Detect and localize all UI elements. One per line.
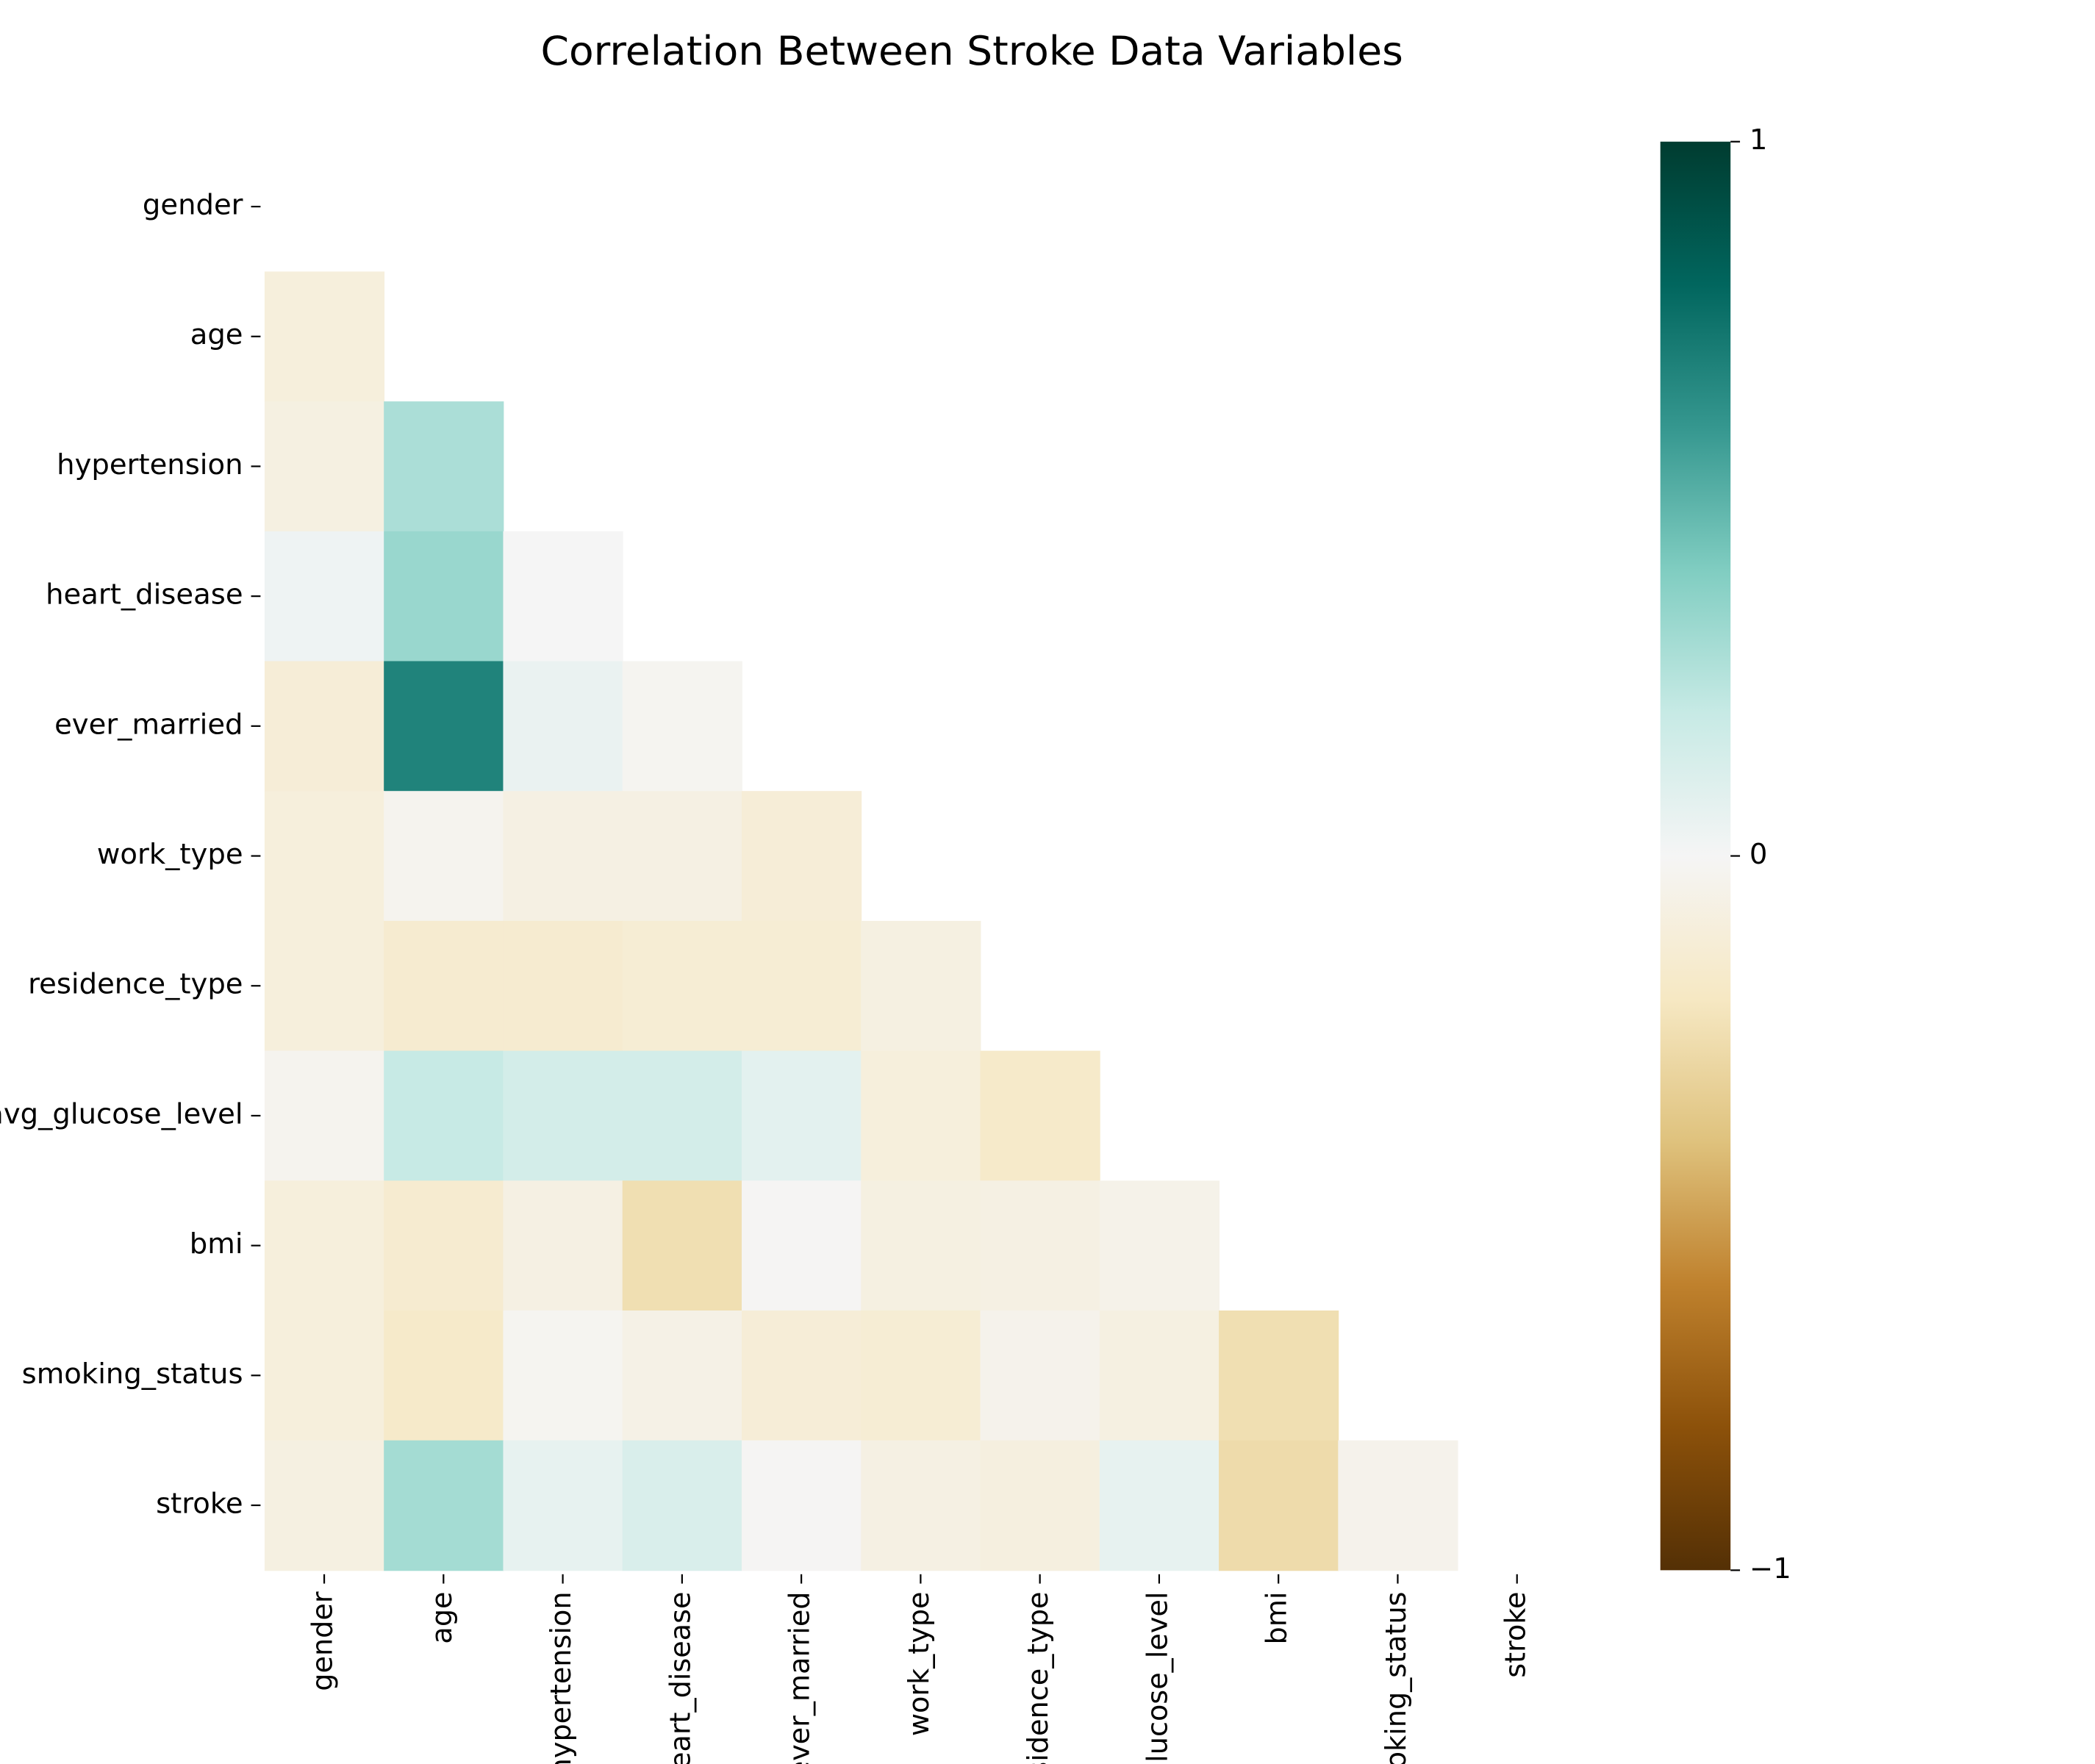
- heatmap-cell: [264, 1180, 385, 1311]
- y-tick-label: stroke: [156, 1488, 243, 1521]
- heatmap-cell: [861, 1310, 981, 1441]
- x-tick-label: stroke: [1499, 1591, 1532, 1677]
- heatmap-cell: [1099, 1180, 1220, 1311]
- heatmap-cell: [384, 1050, 504, 1182]
- heatmap-cell: [503, 1440, 623, 1571]
- heatmap-cell: [622, 1310, 742, 1441]
- heatmap-cell: [264, 1310, 385, 1441]
- heatmap-cell: [741, 791, 862, 922]
- heatmap-cell: [503, 1050, 623, 1182]
- x-tick-label: age: [426, 1591, 459, 1643]
- heatmap-cell: [264, 531, 385, 662]
- x-tick-label: heart_disease: [664, 1591, 697, 1764]
- heatmap-cell: [622, 1050, 742, 1182]
- x-tick-label: ever_married: [783, 1591, 816, 1764]
- y-tick-label: residence_type: [28, 968, 243, 1001]
- heatmap-cell: [384, 401, 504, 532]
- heatmap-cell: [980, 1050, 1100, 1182]
- heatmap-cell: [503, 1180, 623, 1311]
- heatmap-cell: [622, 661, 742, 792]
- heatmap-cell: [264, 920, 385, 1052]
- heatmap-cell: [1099, 1310, 1220, 1441]
- heatmap-cell: [1338, 1440, 1458, 1571]
- colorbar-tick-label: 0: [1750, 838, 1768, 871]
- y-tick-label: ever_married: [54, 708, 243, 741]
- heatmap-cell: [503, 1310, 623, 1441]
- heatmap-cell: [980, 1180, 1100, 1311]
- heatmap-cell: [503, 661, 623, 792]
- heatmap-cell: [384, 791, 504, 922]
- heatmap-cell: [741, 1050, 862, 1182]
- colorbar-tick-label: −1: [1750, 1552, 1791, 1585]
- heatmap-cell: [264, 271, 385, 403]
- heatmap-cell: [980, 1440, 1100, 1571]
- heatmap-cell: [384, 1180, 504, 1311]
- heatmap-cell: [741, 1310, 862, 1441]
- x-tick-label: hypertension: [545, 1591, 578, 1764]
- y-tick-label: avg_glucose_level: [0, 1098, 243, 1131]
- x-tick-label: bmi: [1261, 1591, 1294, 1644]
- heatmap-cell: [264, 401, 385, 532]
- x-tick-label: smoking_status: [1380, 1591, 1413, 1764]
- heatmap-cell: [622, 1180, 742, 1311]
- heatmap-cell: [384, 531, 504, 662]
- heatmap-cell: [861, 920, 981, 1052]
- heatmap-cell: [503, 791, 623, 922]
- colorbar: [1660, 141, 1731, 1571]
- heatmap-cell: [264, 791, 385, 922]
- heatmap-cell: [264, 661, 385, 792]
- heatmap-cell: [384, 1310, 504, 1441]
- heatmap-cell: [861, 1440, 981, 1571]
- x-tick-label: gender: [306, 1591, 339, 1691]
- heatmap-cell: [1099, 1440, 1220, 1571]
- y-tick-label: heart_disease: [46, 578, 243, 612]
- heatmap-cell: [741, 1180, 862, 1311]
- y-tick-label: bmi: [190, 1227, 243, 1261]
- y-tick-label: work_type: [97, 838, 243, 871]
- heatmap-cell: [741, 1440, 862, 1571]
- heatmap-cell: [264, 1440, 385, 1571]
- y-tick-label: age: [190, 318, 243, 351]
- y-tick-label: hypertension: [57, 448, 243, 481]
- heatmap-cell: [264, 1050, 385, 1182]
- heatmap-cell: [1219, 1440, 1339, 1571]
- heatmap-cell: [384, 920, 504, 1052]
- heatmap-cell: [980, 1310, 1100, 1441]
- heatmap-cell: [861, 1180, 981, 1311]
- heatmap-cell: [861, 1050, 981, 1182]
- x-tick-label: residence_type: [1022, 1591, 1055, 1764]
- heatmap-cell: [1219, 1310, 1339, 1441]
- heatmap-cell: [503, 531, 623, 662]
- heatmap-cell: [384, 1440, 504, 1571]
- colorbar-tick-label: 1: [1750, 123, 1768, 157]
- heatmap-cell: [622, 1440, 742, 1571]
- x-tick-label: avg_glucose_level: [1141, 1591, 1174, 1764]
- heatmap-cell: [622, 920, 742, 1052]
- heatmap-cell: [503, 920, 623, 1052]
- heatmap-cell: [384, 661, 504, 792]
- x-tick-label: work_type: [903, 1591, 936, 1736]
- heatmap-cell: [741, 920, 862, 1052]
- y-tick-label: gender: [143, 189, 243, 222]
- y-tick-label: smoking_status: [22, 1358, 243, 1391]
- chart-title: Correlation Between Stroke Data Variable…: [541, 27, 1403, 74]
- heatmap-cell: [622, 791, 742, 922]
